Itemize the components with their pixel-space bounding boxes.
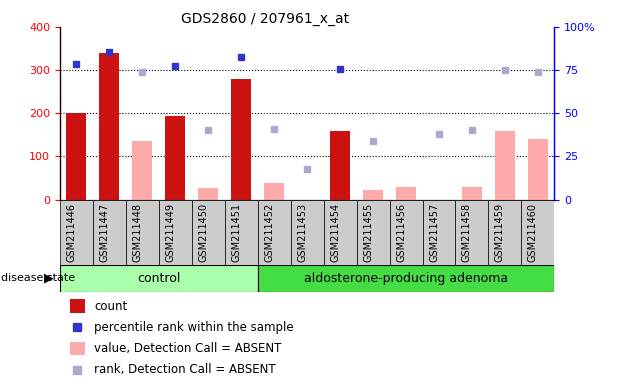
Text: GSM211450: GSM211450 bbox=[198, 203, 208, 262]
Text: count: count bbox=[94, 300, 128, 313]
Bar bbox=[258, 265, 554, 292]
Bar bbox=[389, 200, 423, 265]
Bar bbox=[488, 200, 522, 265]
Text: GDS2860 / 207961_x_at: GDS2860 / 207961_x_at bbox=[181, 12, 348, 25]
Text: GSM211459: GSM211459 bbox=[495, 203, 505, 262]
Bar bbox=[225, 200, 258, 265]
Text: percentile rank within the sample: percentile rank within the sample bbox=[94, 321, 294, 334]
Text: value, Detection Call = ABSENT: value, Detection Call = ABSENT bbox=[94, 342, 282, 355]
Bar bbox=[126, 200, 159, 265]
Text: GSM211453: GSM211453 bbox=[297, 203, 307, 262]
Text: GSM211456: GSM211456 bbox=[396, 203, 406, 262]
Text: GSM211458: GSM211458 bbox=[462, 203, 472, 262]
Text: GSM211455: GSM211455 bbox=[363, 203, 373, 262]
Bar bbox=[66, 113, 86, 200]
Bar bbox=[290, 200, 324, 265]
Text: GSM211454: GSM211454 bbox=[330, 203, 340, 262]
Text: GSM211460: GSM211460 bbox=[528, 203, 538, 262]
Bar bbox=[159, 200, 192, 265]
Text: GSM211457: GSM211457 bbox=[429, 203, 439, 262]
Text: rank, Detection Call = ABSENT: rank, Detection Call = ABSENT bbox=[94, 363, 276, 376]
Text: GSM211448: GSM211448 bbox=[132, 203, 142, 262]
Bar bbox=[192, 200, 225, 265]
Text: GSM211446: GSM211446 bbox=[66, 203, 76, 262]
Bar bbox=[357, 200, 389, 265]
Bar bbox=[100, 53, 119, 200]
Text: GSM211451: GSM211451 bbox=[231, 203, 241, 262]
Bar bbox=[423, 200, 455, 265]
Text: GSM211449: GSM211449 bbox=[165, 203, 175, 262]
Text: disease state: disease state bbox=[1, 273, 75, 283]
Bar bbox=[60, 200, 93, 265]
Bar bbox=[165, 116, 185, 200]
Bar bbox=[528, 139, 548, 200]
Bar bbox=[455, 200, 488, 265]
Bar bbox=[231, 79, 251, 200]
Bar bbox=[495, 131, 515, 200]
Bar bbox=[198, 188, 218, 200]
Bar bbox=[462, 187, 482, 200]
Bar bbox=[264, 183, 284, 200]
Bar bbox=[93, 200, 126, 265]
Bar bbox=[522, 200, 554, 265]
Text: ▶: ▶ bbox=[44, 272, 54, 285]
Text: GSM211452: GSM211452 bbox=[264, 203, 274, 262]
Bar bbox=[330, 131, 350, 200]
Text: control: control bbox=[137, 272, 180, 285]
Bar bbox=[324, 200, 357, 265]
Bar bbox=[363, 190, 383, 200]
Bar bbox=[132, 141, 152, 200]
Bar bbox=[60, 265, 258, 292]
Bar bbox=[70, 342, 84, 355]
Text: GSM211447: GSM211447 bbox=[100, 203, 110, 262]
Bar bbox=[258, 200, 290, 265]
Bar bbox=[70, 300, 84, 313]
Bar bbox=[396, 187, 416, 200]
Text: aldosterone-producing adenoma: aldosterone-producing adenoma bbox=[304, 272, 508, 285]
